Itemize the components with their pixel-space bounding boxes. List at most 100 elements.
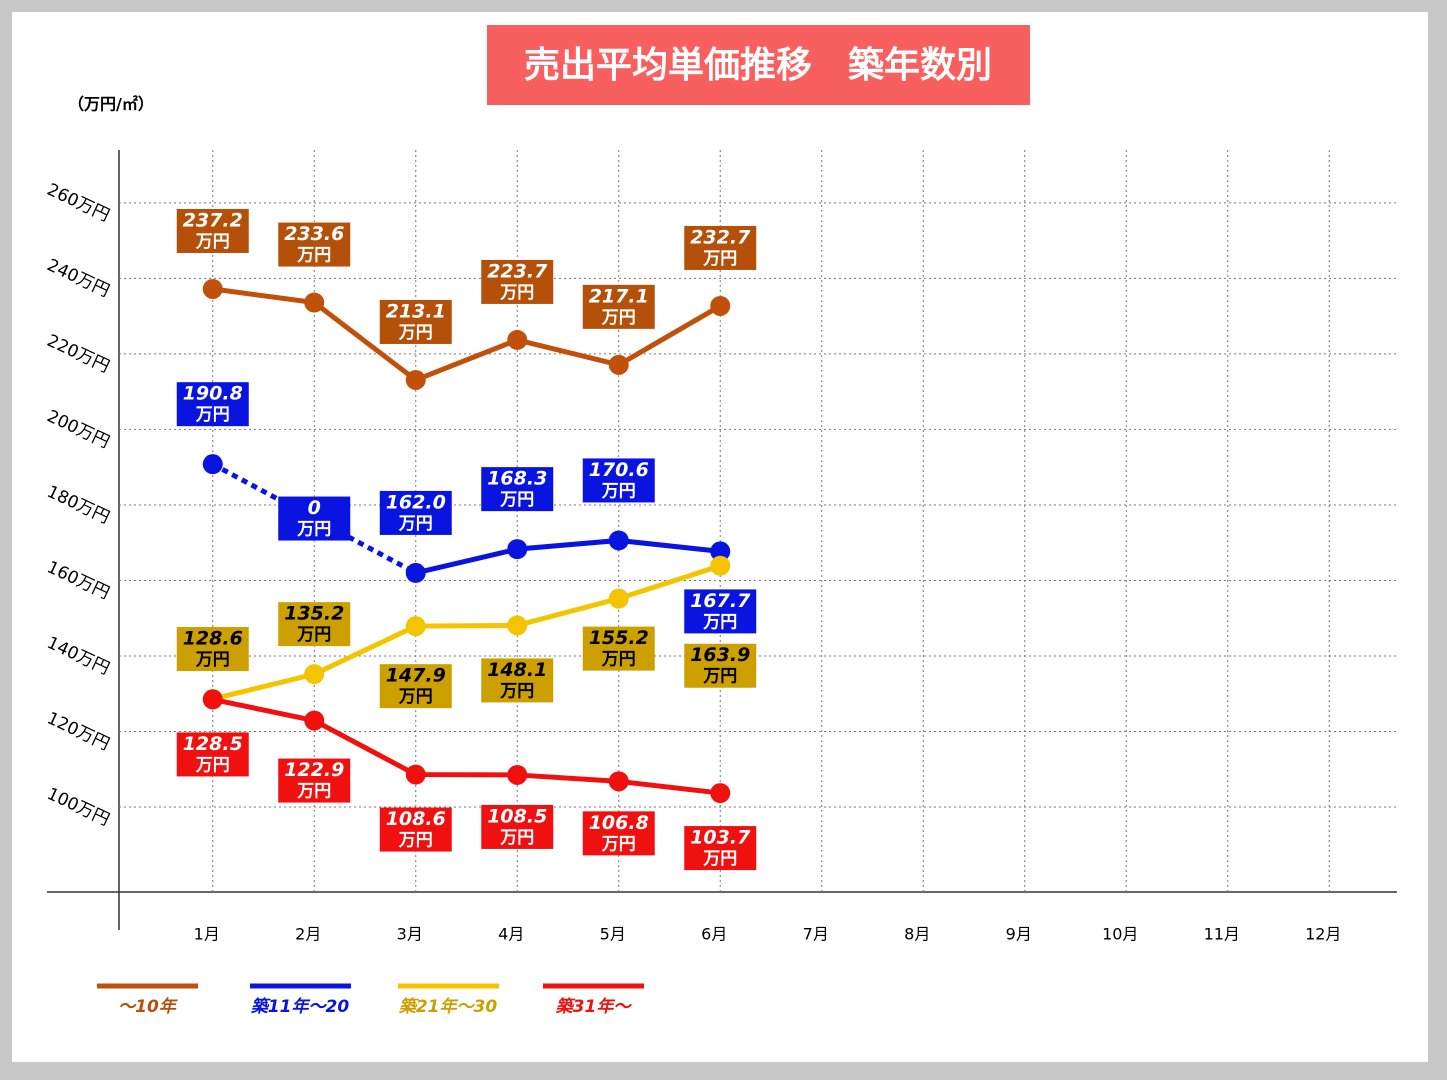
- data-label-unit: 万円: [195, 755, 230, 775]
- data-label: 128.6: [183, 628, 243, 650]
- data-point: [304, 710, 325, 731]
- data-label-box: [379, 807, 452, 852]
- data-label-box: [176, 208, 249, 253]
- data-label: 135.2: [284, 603, 344, 625]
- x-tick-label: 11月: [1204, 925, 1240, 944]
- data-label-unit: 万円: [195, 405, 230, 425]
- data-label: 108.6: [386, 808, 446, 830]
- data-label-box: [481, 658, 554, 703]
- data-point: [304, 664, 325, 685]
- data-label: 217.1: [589, 285, 649, 307]
- data-label: 147.9: [386, 665, 446, 687]
- data-label: 106.8: [589, 812, 649, 834]
- data-label-unit: 万円: [601, 650, 636, 670]
- data-label: 237.2: [183, 209, 243, 231]
- data-point: [202, 454, 223, 475]
- x-tick-label: 10月: [1102, 925, 1138, 944]
- data-label: 233.6: [284, 223, 344, 245]
- series-line: [212, 696, 721, 796]
- series-line: [212, 563, 722, 702]
- data-label: 108.5: [487, 805, 547, 827]
- data-label-unit: 万円: [702, 249, 737, 269]
- data-point: [710, 541, 731, 562]
- data-point: [710, 783, 731, 804]
- data-label: 0: [308, 497, 321, 519]
- data-label-unit: 万円: [499, 681, 534, 701]
- data-point: [608, 771, 629, 792]
- data-label: 148.1: [487, 659, 547, 681]
- data-label: 103.7: [690, 827, 751, 849]
- data-label-box: [379, 490, 452, 535]
- data-point: [608, 530, 629, 551]
- data-label-unit: 万円: [499, 283, 534, 303]
- x-tick-label: 6月: [701, 925, 727, 944]
- data-label-box: [684, 643, 757, 688]
- legend-label: 築21年～30: [399, 997, 497, 1017]
- data-label-unit: 万円: [296, 246, 331, 266]
- data-label-box: [278, 496, 351, 541]
- data-label-box: [278, 222, 351, 267]
- data-point: [405, 764, 426, 785]
- data-point: [304, 292, 325, 313]
- x-tick-label: 8月: [904, 925, 930, 944]
- data-label-unit: 万円: [398, 831, 433, 851]
- y-unit-label: （万円/㎡）: [68, 95, 154, 114]
- data-point: [202, 278, 223, 299]
- data-label: 168.3: [487, 468, 547, 490]
- data-label-box: [481, 467, 554, 512]
- data-point: [405, 616, 426, 637]
- data-label-unit: 万円: [195, 650, 230, 670]
- data-label: 213.1: [386, 300, 446, 322]
- data-label-box: [278, 602, 351, 647]
- data-label: 167.7: [690, 590, 751, 612]
- data-label: 232.7: [690, 226, 751, 248]
- x-tick-label: 3月: [397, 925, 423, 944]
- data-label: 170.6: [589, 459, 649, 481]
- data-label-box: [582, 811, 655, 856]
- data-point: [710, 295, 731, 316]
- data-label: 163.9: [690, 644, 750, 666]
- data-label-unit: 万円: [296, 520, 331, 540]
- data-label-box: [481, 259, 554, 304]
- data-label-unit: 万円: [398, 514, 433, 534]
- data-label-unit: 万円: [296, 782, 331, 802]
- data-label-unit: 万円: [601, 308, 636, 328]
- series-line: [415, 537, 721, 576]
- data-label-unit: 万円: [601, 834, 636, 854]
- data-label-unit: 万円: [702, 612, 737, 632]
- x-tick-label: 9月: [1006, 925, 1032, 944]
- data-label-unit: 万円: [702, 667, 737, 687]
- data-label-box: [582, 626, 655, 671]
- data-label: 190.8: [183, 383, 243, 405]
- legend-label: 築31年～: [556, 997, 633, 1017]
- data-label: 162.0: [386, 491, 446, 513]
- data-label: 128.5: [183, 733, 243, 755]
- data-label-unit: 万円: [601, 481, 636, 501]
- data-label-box: [176, 627, 249, 672]
- chart-title: 売出平均単価推移 築年数別: [524, 45, 992, 86]
- data-label-box: [379, 299, 452, 344]
- data-point: [507, 764, 528, 785]
- legend-label: 築11年～20: [251, 997, 349, 1017]
- x-tick-label: 2月: [295, 925, 321, 944]
- series-line: [212, 286, 722, 383]
- data-label-box: [278, 758, 351, 803]
- data-label: 155.2: [589, 627, 649, 649]
- legend-label: ～10年: [118, 997, 178, 1017]
- x-tick-label: 1月: [194, 925, 220, 944]
- data-point: [507, 329, 528, 350]
- data-point: [710, 555, 731, 576]
- data-label-box: [582, 458, 655, 503]
- title-box: [487, 25, 1030, 105]
- data-point: [507, 539, 528, 560]
- data-label-box: [582, 284, 655, 329]
- data-label-box: [481, 804, 554, 849]
- data-label-unit: 万円: [398, 323, 433, 343]
- x-tick-label: 12月: [1305, 925, 1341, 944]
- data-label-unit: 万円: [195, 232, 230, 252]
- x-tick-label: 5月: [600, 925, 626, 944]
- data-label-unit: 万円: [499, 490, 534, 510]
- data-point: [608, 354, 629, 375]
- x-tick-label: 4月: [498, 925, 524, 944]
